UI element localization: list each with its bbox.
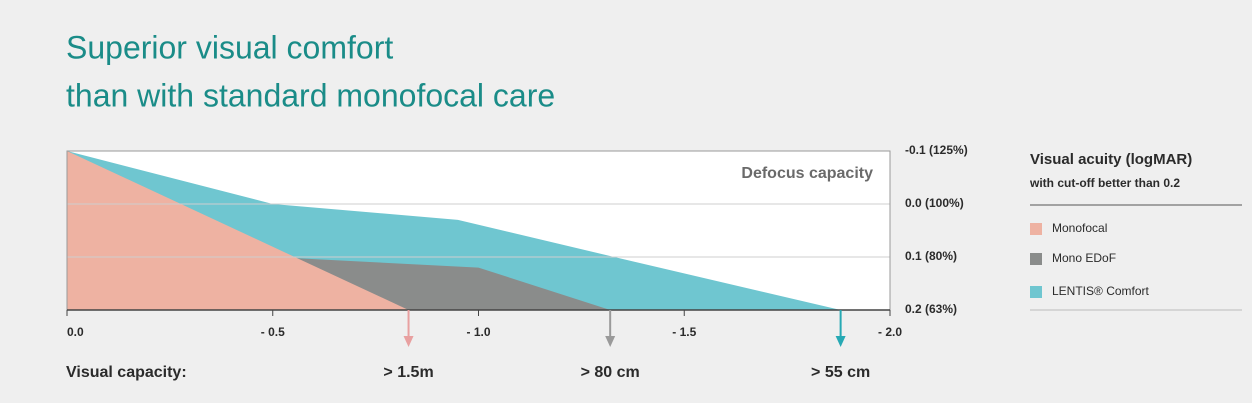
areas — [67, 151, 841, 310]
legend-label: Mono EDoF — [1052, 251, 1116, 265]
legend-label: LENTIS® Comfort — [1052, 284, 1150, 298]
x-tick-label: - 2.0 — [878, 325, 902, 339]
x-tick-label: 0.0 — [67, 325, 84, 339]
threshold-arrow — [605, 310, 616, 347]
threshold-arrow — [835, 310, 846, 347]
legend-swatch — [1030, 286, 1042, 298]
legend-label: Monofocal — [1052, 221, 1107, 235]
y-tick-label: 0.1 (80%) — [905, 249, 957, 263]
legend-swatch — [1030, 223, 1042, 235]
threshold-label: > 1.5m — [383, 364, 433, 381]
x-tick-label: - 0.5 — [261, 325, 285, 339]
arrow-head — [403, 336, 414, 347]
threshold-label: > 80 cm — [581, 364, 640, 381]
threshold-label: > 55 cm — [811, 364, 870, 381]
area — [67, 151, 409, 310]
x-tick-label: - 1.5 — [672, 325, 696, 339]
threshold-arrow — [403, 310, 414, 347]
y-tick-label: 0.2 (63%) — [905, 302, 957, 316]
legend-swatch — [1030, 253, 1042, 265]
annotation: Defocus capacity — [741, 165, 873, 182]
x-tick-label: - 1.0 — [466, 325, 490, 339]
arrow-head — [605, 336, 616, 347]
x-caption: Visual capacity: — [66, 364, 187, 381]
y-tick-label: -0.1 (125%) — [905, 143, 968, 157]
legend-subtitle: with cut-off better than 0.2 — [1029, 176, 1180, 190]
chart-title: Superior visual comfort — [66, 29, 393, 65]
chart-title: than with standard monofocal care — [66, 77, 555, 113]
y-tick-label: 0.0 (100%) — [905, 196, 964, 210]
arrow-head — [835, 336, 846, 347]
legend-title: Visual acuity (logMAR) — [1030, 151, 1192, 168]
